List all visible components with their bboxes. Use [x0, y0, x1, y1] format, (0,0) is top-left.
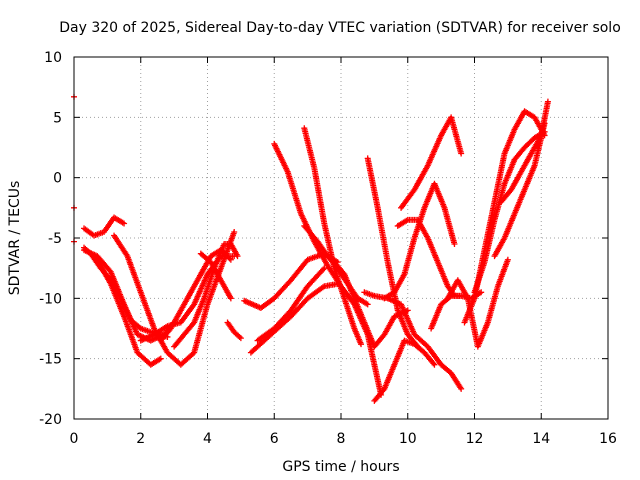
- x-tick-labels: 0 2 4 6 8 10 12 14 16: [70, 431, 617, 447]
- x-tick-label: 10: [399, 431, 417, 447]
- plot-frame: [73, 56, 609, 420]
- data-point: [321, 265, 328, 272]
- x-tick-label: 6: [270, 431, 279, 447]
- series-track-20: [371, 337, 438, 404]
- y-tick-label: 10: [44, 50, 62, 66]
- data-point: [541, 120, 548, 127]
- x-tick-label: 0: [70, 431, 79, 447]
- series-track-23: [398, 114, 465, 211]
- data-point: [458, 150, 465, 157]
- data-point: [544, 98, 551, 105]
- data-point: [234, 253, 241, 260]
- series-track-13: [254, 265, 328, 344]
- data-point: [458, 385, 465, 392]
- y-tick-label: 0: [53, 171, 62, 187]
- data-points: [71, 93, 551, 404]
- y-tick-label: -10: [39, 291, 62, 307]
- data-point: [358, 341, 365, 348]
- series-track-05: [111, 228, 238, 368]
- data-point: [236, 333, 243, 340]
- data-point: [431, 361, 438, 368]
- data-point: [364, 301, 371, 308]
- data-point: [231, 228, 238, 235]
- data-point: [478, 289, 485, 296]
- data-point: [451, 241, 458, 248]
- x-tick-label: 2: [136, 431, 145, 447]
- series-track-01: [81, 214, 128, 239]
- y-tick-label: -5: [48, 231, 62, 247]
- data-point: [237, 335, 244, 342]
- y-axis-title: SDTVAR / TECUs: [7, 181, 23, 296]
- data-point: [226, 255, 233, 262]
- series-track-29: [491, 120, 548, 260]
- series-track-21: [381, 180, 458, 302]
- y-tick-labels: 10 5 0 -5 -10 -15 -20: [39, 50, 62, 428]
- y-tick-label: -15: [39, 352, 62, 368]
- data-point: [504, 256, 511, 263]
- x-axis-title: GPS time / hours: [282, 459, 399, 475]
- chart-title: Day 320 of 2025, Sidereal Day-to-day VTE…: [59, 20, 621, 36]
- y-tick-label: 5: [53, 110, 62, 126]
- series-track-09: [197, 250, 234, 302]
- series-track-15: [301, 125, 365, 348]
- series-track-14: [271, 140, 385, 398]
- x-tick-label: 4: [203, 431, 212, 447]
- x-tick-label: 14: [532, 431, 550, 447]
- data-point: [157, 355, 164, 362]
- data-point: [227, 256, 234, 263]
- x-tick-label: 16: [599, 431, 617, 447]
- series-track-18: [361, 289, 465, 392]
- data-point: [121, 220, 128, 227]
- x-tick-label: 12: [466, 431, 484, 447]
- data-point: [320, 266, 327, 273]
- series-track-10: [224, 319, 244, 342]
- y-tick-label: -20: [39, 412, 62, 428]
- series-track-25: [444, 256, 511, 350]
- series-track-12: [247, 280, 341, 356]
- data-point: [430, 360, 437, 367]
- data-point: [227, 295, 234, 302]
- x-tick-label: 8: [337, 431, 346, 447]
